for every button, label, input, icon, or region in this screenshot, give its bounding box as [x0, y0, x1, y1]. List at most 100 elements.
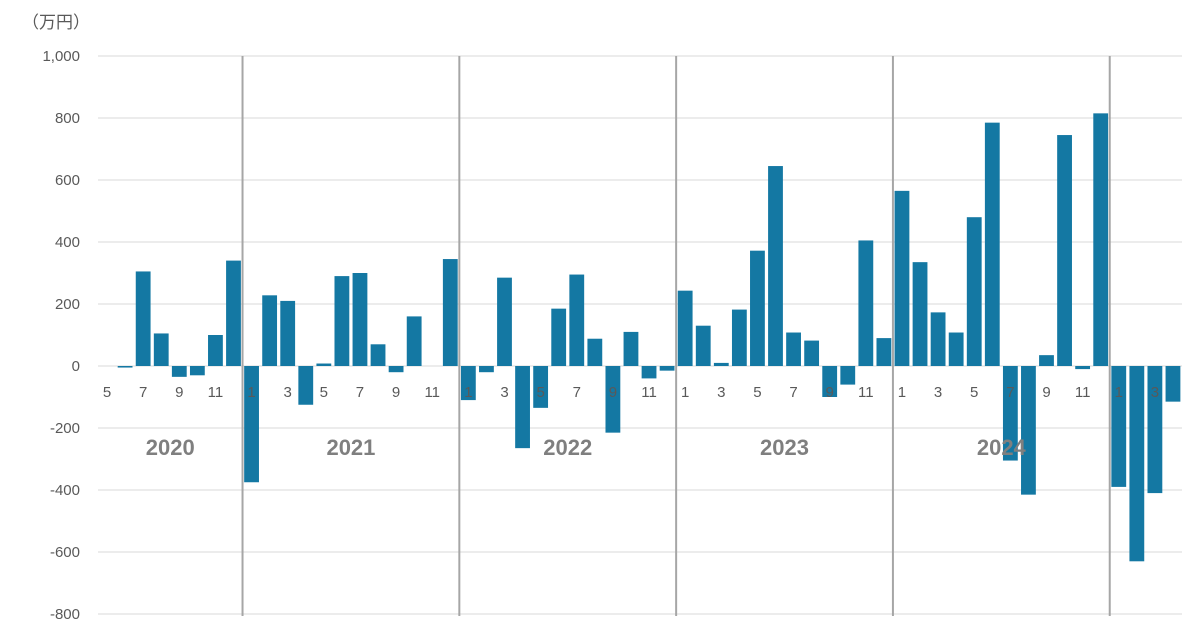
x-axis-ticks: 5 7 9 11 1 3 5 7 9 11 1 3 5 7 9 11 1 3 5 7 9 11 1 3 5 7 9 11 1 3 — [103, 384, 1159, 401]
bar — [984, 122, 1000, 367]
bar — [731, 309, 747, 366]
bar — [804, 340, 820, 366]
year-label: 2021 — [326, 435, 375, 460]
y-tick-label: 400 — [55, 234, 80, 251]
bar — [786, 332, 801, 366]
y-tick-label: 600 — [55, 172, 80, 189]
x-tick-label: 3 — [1151, 384, 1159, 401]
x-tick-label: 3 — [500, 384, 508, 401]
bar — [1093, 113, 1109, 366]
bar — [388, 366, 404, 373]
bar — [226, 260, 241, 366]
bar — [912, 262, 928, 366]
y-tick-label: 1,000 — [42, 48, 80, 65]
bar — [641, 366, 657, 379]
y-tick-label: -800 — [50, 606, 80, 623]
year-label: 2023 — [760, 435, 809, 460]
bar — [876, 338, 892, 366]
bar — [677, 290, 693, 366]
bar — [244, 366, 259, 483]
bar — [659, 366, 675, 371]
x-tick-label: 1 — [464, 384, 472, 401]
bar — [623, 331, 639, 366]
bar — [189, 366, 205, 376]
bar — [370, 344, 386, 366]
x-tick-label: 11 — [858, 384, 874, 401]
bar — [334, 276, 350, 366]
bar — [840, 366, 856, 385]
y-tick-label: 800 — [55, 110, 80, 127]
year-labels: 2020 2021 2022 2023 2024 — [146, 435, 1027, 460]
x-tick-label: 9 — [392, 384, 400, 401]
x-tick-label: 1 — [898, 384, 906, 401]
bar — [171, 366, 187, 377]
y-tick-label: -600 — [50, 544, 80, 561]
bar — [298, 366, 314, 405]
x-tick-label: 11 — [641, 384, 657, 401]
bar — [750, 250, 765, 366]
x-tick-label: 3 — [934, 384, 942, 401]
bar — [135, 271, 151, 366]
bar — [605, 366, 621, 433]
bar — [551, 308, 567, 366]
bar — [948, 332, 964, 366]
bar — [1057, 135, 1072, 366]
bar — [153, 333, 169, 366]
x-tick-label: 7 — [1006, 384, 1014, 401]
y-tick-label: 200 — [55, 296, 80, 313]
bar — [497, 277, 512, 366]
bar — [966, 217, 982, 366]
x-tick-label: 1 — [1115, 384, 1123, 401]
x-tick-label: 9 — [609, 384, 617, 401]
gridlines — [98, 55, 1182, 615]
y-tick-label: 0 — [72, 358, 80, 375]
x-tick-label: 7 — [789, 384, 797, 401]
x-tick-label: 9 — [826, 384, 834, 401]
x-tick-label: 5 — [753, 384, 761, 401]
x-tick-label: 7 — [139, 384, 147, 401]
x-tick-label: 9 — [175, 384, 183, 401]
bar — [1111, 366, 1127, 487]
bar — [822, 366, 838, 397]
x-tick-label: 11 — [424, 384, 440, 401]
bar — [479, 366, 494, 373]
bar — [569, 274, 585, 366]
x-tick-label: 3 — [717, 384, 725, 401]
bar — [208, 335, 223, 366]
x-tick-label: 7 — [573, 384, 581, 401]
bar — [316, 363, 332, 366]
bars — [117, 113, 1181, 562]
y-tick-label: -400 — [50, 482, 80, 499]
x-tick-label: 9 — [1042, 384, 1050, 401]
bar — [1165, 366, 1181, 402]
year-label: 2020 — [146, 435, 195, 460]
bar — [460, 366, 476, 401]
x-tick-label: 7 — [356, 384, 364, 401]
x-tick-label: 1 — [681, 384, 689, 401]
x-tick-label: 11 — [208, 384, 224, 401]
bar — [1147, 366, 1163, 494]
y-tick-label: -200 — [50, 420, 80, 437]
bar — [352, 273, 368, 366]
bar — [1129, 366, 1145, 562]
bar — [768, 166, 783, 366]
bar — [442, 259, 458, 366]
year-label: 2024 — [977, 435, 1027, 460]
bar — [858, 240, 874, 366]
x-tick-label: 5 — [103, 384, 111, 401]
bar — [587, 338, 603, 366]
bar — [533, 366, 549, 408]
x-tick-label: 11 — [1075, 384, 1091, 401]
bar — [1075, 366, 1091, 370]
bar — [713, 362, 729, 366]
x-tick-label: 3 — [284, 384, 292, 401]
bar — [280, 300, 296, 366]
bar — [930, 312, 946, 366]
y-axis-ticks: 1,000 800 600 400 200 0 -200 -400 -600 -800 — [42, 48, 80, 623]
x-tick-label: 1 — [247, 384, 255, 401]
bar — [1039, 355, 1054, 366]
bar — [894, 190, 910, 366]
bar — [515, 366, 530, 449]
bar — [262, 295, 278, 366]
